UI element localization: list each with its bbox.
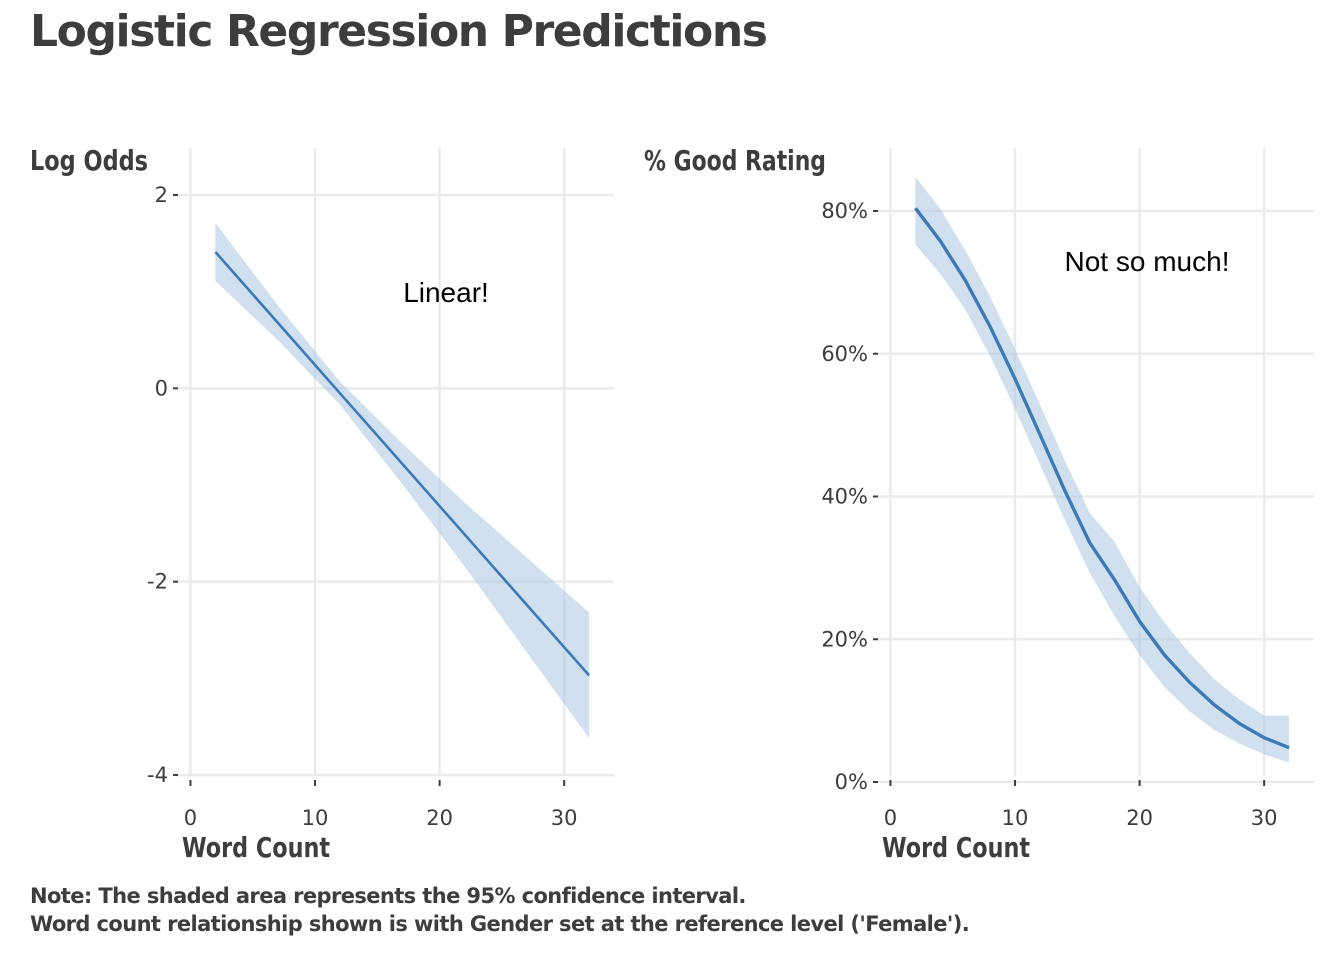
y-tick-label: -2 [147,570,168,594]
x-tick-label: 20 [1126,806,1153,830]
x-tick-label: 0 [184,806,197,830]
y-axis-label: Log Odds [30,144,148,177]
x-tick-label: 30 [1251,806,1278,830]
y-tick-label: 40% [821,485,868,509]
y-tick-label: 60% [821,342,868,366]
x-tick-label: 10 [1002,806,1029,830]
x-tick-label: 10 [302,806,329,830]
x-tick-label: 20 [426,806,453,830]
panel-good-rating: 0% 20% 40% 60% 80% 0 10 20 30 % Good Rating Word C… [644,144,1314,864]
x-axis-label: Word Count [182,831,330,864]
x-axis-label: Word Count [882,831,1030,864]
y-tick-label: 20% [821,627,868,651]
y-tick-label: 2 [155,183,168,207]
chart-title: Logistic Regression Predictions [30,6,768,57]
y-tick-label: 0% [835,770,868,794]
confidence-band [215,223,590,739]
series-line [914,207,1290,750]
x-tick-label: 0 [884,806,897,830]
annotation-text: Not so much! [1065,246,1230,277]
y-tick-label: 0 [155,376,168,400]
annotation-text: Linear! [403,277,489,308]
y-tick-label: -4 [147,763,168,787]
series-line [214,251,591,677]
note-line-2: Word count relationship shown is with Ge… [30,912,970,936]
x-tick-label: 30 [551,806,578,830]
confidence-band [915,176,1290,763]
note-line-1: Note: The shaded area represents the 95%… [30,884,746,908]
y-tick-label: 80% [821,199,868,223]
y-axis-label: % Good Rating [644,144,826,177]
